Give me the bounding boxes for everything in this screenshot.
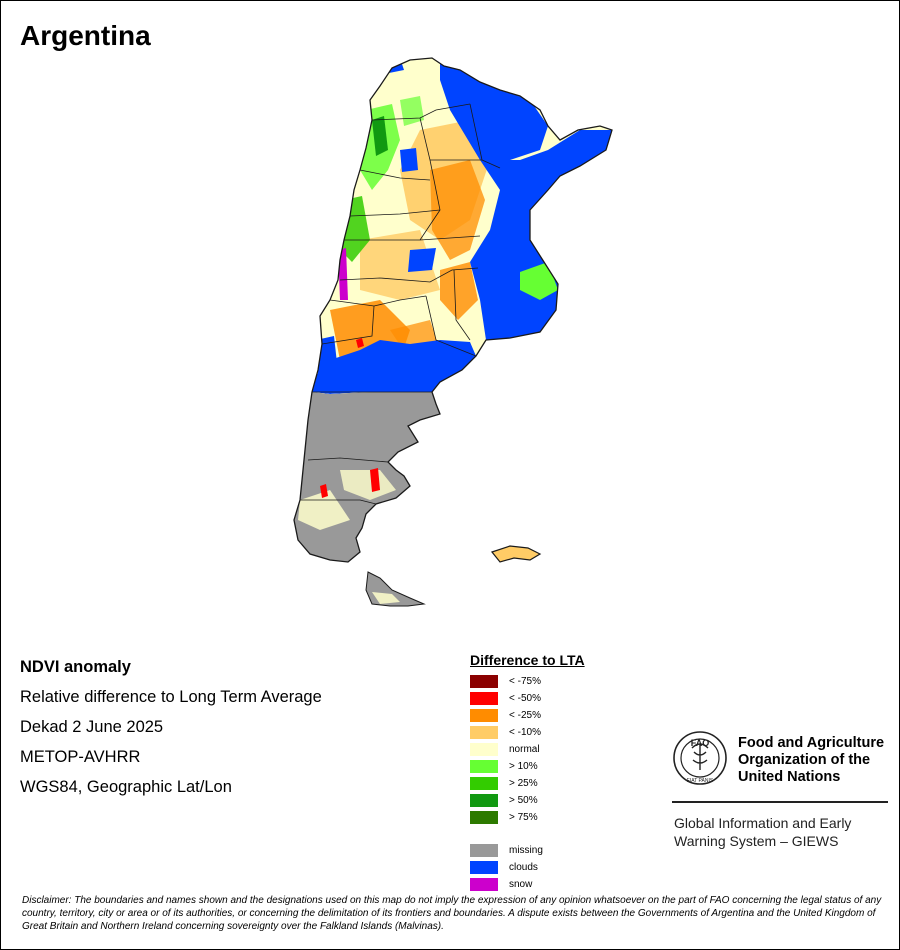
legend-item: < -50% [470,691,585,708]
info-projection: WGS84, Geographic Lat/Lon [20,778,232,796]
info-sensor: METOP-AVHRR [20,748,141,766]
giews-name: Global Information and Early Warning Sys… [674,815,852,849]
legend-item: < -75% [470,674,585,691]
map-title: Argentina [20,20,151,51]
legend-item: missing [470,843,585,860]
legend-swatch [470,726,498,739]
legend-item: < -25% [470,708,585,725]
legend-label: < -10% [509,727,541,738]
fao-divider [672,801,888,803]
legend-swatch [470,743,498,756]
legend-item: clouds [470,860,585,877]
legend-title: Difference to LTA [470,652,585,668]
legend-label: > 10% [509,761,538,772]
legend-item: > 50% [470,793,585,810]
legend-swatch [470,675,498,688]
disclaimer: Disclaimer: The boundaries and names sho… [22,895,882,932]
legend-swatch [470,811,498,824]
legend-label: > 50% [509,795,538,806]
info-description: Relative difference to Long Term Average [20,688,322,706]
legend-label: < -75% [509,676,541,687]
legend-label: > 75% [509,812,538,823]
legend-swatch [470,709,498,722]
legend-swatch [470,794,498,807]
fao-logo: FAO FIAT PANIS [673,731,727,785]
legend-label: missing [509,845,543,856]
legend-item: > 10% [470,759,585,776]
legend-label: > 25% [509,778,538,789]
legend-item: < -10% [470,725,585,742]
info-product: NDVI anomaly [20,658,131,676]
map-info: NDVI anomaly Relative difference to Long… [20,656,322,806]
legend-swatch [470,861,498,874]
region-falkland-islands [490,545,542,563]
fao-logo-motto: FIAT PANIS [687,778,714,784]
legend-swatch [470,760,498,773]
legend-swatch [470,844,498,857]
fao-organization-name: Food and Agriculture Organization of the… [738,735,885,785]
info-period: Dekad 2 June 2025 [20,718,164,736]
legend-swatch [470,777,498,790]
legend-item: normal [470,742,585,759]
legend: Difference to LTA < -75% < -50% < -25% < -1… [470,652,585,894]
legend-label: < -50% [509,693,541,704]
legend-swatch [470,878,498,891]
legend-label: snow [509,879,533,890]
legend-item: > 25% [470,776,585,793]
legend-label: normal [509,744,540,755]
legend-swatch [470,692,498,705]
country-outline [293,57,613,563]
legend-item: > 75% [470,810,585,827]
legend-label: < -25% [509,710,541,721]
fao-logo-text: FAO [691,738,710,748]
legend-item: snow [470,877,585,894]
ndvi-anomaly-map [293,57,613,607]
legend-label: clouds [509,862,538,873]
province-boundaries [300,103,501,505]
